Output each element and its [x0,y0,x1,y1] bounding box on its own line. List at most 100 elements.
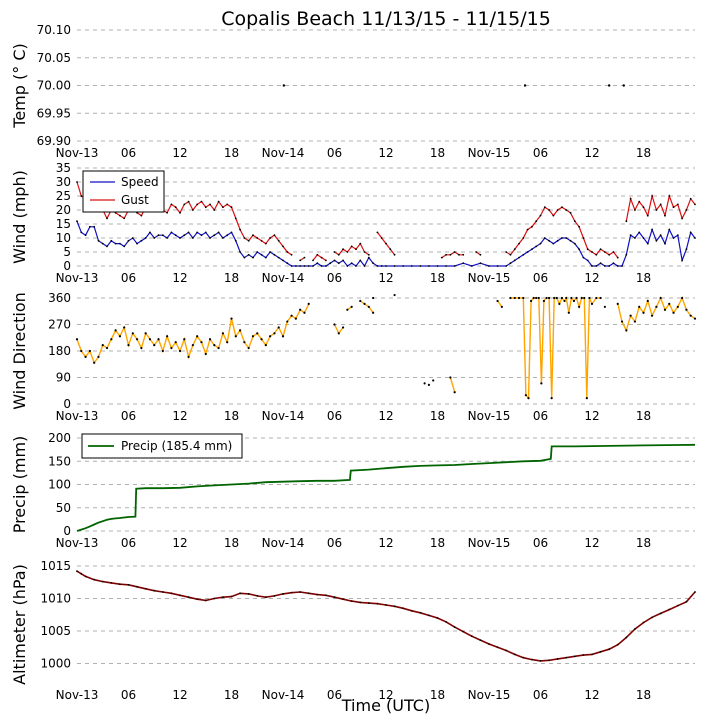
gust-point [217,200,220,203]
speed-point [616,265,619,267]
speed-point [569,239,572,242]
altimeter-point [256,595,259,597]
gust-point [513,248,516,251]
gust-point [286,251,289,253]
speed-point [591,265,593,267]
altimeter-point [316,593,319,596]
direction-point [264,344,267,347]
gust-point [548,209,550,211]
direction-point [226,341,229,344]
altimeter-point [470,635,473,638]
y-tick-label: 200 [48,431,71,445]
y-axis-label: Precip (mm) [10,436,29,534]
speed-point [603,265,606,267]
y-tick-label: 50 [56,501,71,515]
y-tick-label: 69.95 [37,106,71,120]
y-tick-label: 100 [48,478,71,492]
speed-point [539,242,542,245]
altimeter-point [556,658,559,660]
x-tick-label: 18 [224,409,239,423]
direction-point [80,349,83,353]
x-axis-label: Time (UTC) [341,696,430,715]
gust-point [634,209,636,211]
altimeter-point [127,583,130,586]
direction-point [522,296,525,300]
gust-point [518,242,520,245]
y-tick-label: 15 [56,217,71,231]
speed-point [303,265,306,267]
speed-point [243,256,246,259]
gust-point [389,248,392,251]
speed-point [222,237,224,239]
speed-point [578,248,581,251]
gust-point [299,259,302,262]
speed-point [513,259,516,262]
gust-point [586,248,589,251]
gust-point [616,256,619,259]
speed-point [256,251,259,253]
speed-point [488,265,490,267]
speed-point [672,237,675,239]
x-tick-label: 12 [584,146,599,160]
x-tick-label: Nov-15 [468,688,511,702]
speed-point [518,256,520,259]
direction-point [131,332,134,335]
direction-point [277,326,280,329]
gust-point [260,239,263,242]
gust-point [367,253,370,256]
y-tick-label: 1000 [40,657,71,671]
speed-point [269,251,272,253]
speed-point [676,234,679,237]
gust-point [685,209,688,211]
y-tick-label: 5 [63,245,71,259]
x-tick-label: 18 [430,146,445,160]
direction-point [685,308,688,311]
speed-point [119,242,121,245]
altimeter-point [213,597,216,600]
x-tick-label: 06 [533,688,548,702]
altimeter-point [410,609,413,612]
direction-point [517,296,521,300]
gust-point [393,253,396,256]
speed-point [217,231,220,234]
gust-point [140,214,143,217]
direction-point [642,311,645,314]
x-tick-label: 18 [636,409,651,423]
altimeter-point [161,591,164,593]
altimeter-point [402,607,405,610]
speed-point [307,265,310,267]
direction-point [449,376,452,379]
direction-point [251,335,255,338]
direction-line [617,296,696,333]
direction-point [221,332,225,335]
gust-point [659,203,662,206]
speed-point [226,234,229,237]
gust-point [646,214,649,217]
altimeter-point [565,656,568,659]
gust-line [625,193,696,222]
y-tick-label: 360 [48,291,71,305]
direction-point [583,296,586,300]
gust-point [282,245,284,248]
gust-line [334,242,370,256]
altimeter-point [445,621,447,623]
direction-point [672,311,675,314]
altimeter-point [694,591,696,593]
direction-point [542,299,546,303]
x-tick-label: Nov-13 [56,536,99,550]
altimeter-point [76,570,78,573]
gust-point [264,242,267,245]
direction-point [432,379,435,382]
y-tick-label: 1010 [40,592,71,606]
gust-point [80,195,83,197]
temp-point [282,84,286,87]
direction-point [153,344,156,347]
y-tick-label: 70.10 [37,23,71,37]
speed-point [337,262,340,265]
direction-point [359,299,362,303]
direction-point [590,302,594,305]
gust-point [681,217,684,220]
gust-point [638,200,641,203]
altimeter-point [659,612,662,615]
